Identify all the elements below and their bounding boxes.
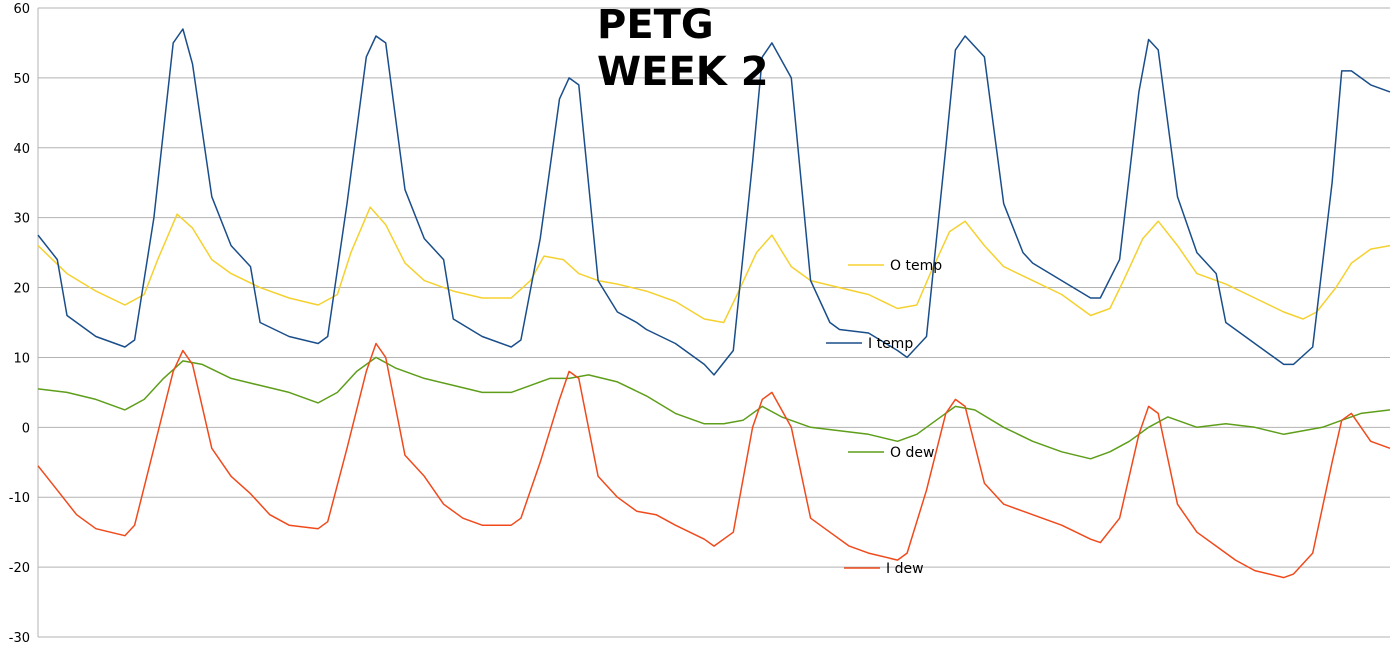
y-tick-label: 30 (13, 212, 30, 227)
y-tick-label: 60 (13, 2, 30, 17)
legend-label-o-temp: O temp (890, 258, 942, 274)
chart-title: PETG WEEK 2 (597, 2, 769, 95)
series-line-o-temp (37, 206, 1391, 324)
legend-entry-o-dew: O dew (848, 445, 934, 461)
legend-entry-i-dew: I dew (844, 561, 924, 577)
series-line-i-dew (37, 342, 1391, 579)
series-line-o-dew (37, 356, 1391, 460)
series-line-i-temp (37, 28, 1391, 376)
series-lines (37, 28, 1391, 579)
legend-entry-i-temp: I temp (826, 336, 913, 352)
y-tick-label: 0 (22, 421, 30, 436)
y-tick-label: -20 (9, 561, 30, 576)
y-tick-label: -10 (9, 491, 30, 506)
legend-entry-o-temp: O temp (848, 258, 942, 274)
y-tick-label: -30 (9, 631, 30, 646)
y-tick-label: 40 (13, 142, 30, 157)
y-tick-labels: 60 50 40 30 20 10 0 -10 -20 -30 (9, 2, 30, 646)
y-tick-label: 10 (13, 351, 30, 366)
legend-label-i-dew: I dew (886, 561, 924, 577)
legend-label-i-temp: I temp (868, 336, 913, 352)
chart-title-line-2: WEEK 2 (597, 49, 769, 95)
y-tick-label: 20 (13, 282, 30, 297)
legend: O temp I temp O dew I dew (826, 258, 942, 577)
grid-lines (38, 7, 1390, 638)
chart-title-line-1: PETG (597, 2, 714, 48)
y-tick-label: 50 (13, 72, 30, 87)
legend-label-o-dew: O dew (890, 445, 934, 461)
